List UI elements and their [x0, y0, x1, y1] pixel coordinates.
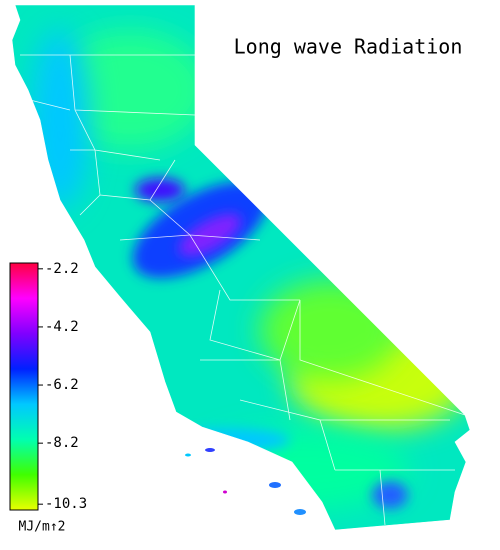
- colorbar-tick-label: -4.2: [45, 319, 79, 335]
- state-outline: [11, 4, 471, 531]
- colorbar-tick-label: -8.2: [45, 435, 79, 451]
- map-title: Long wave Radiation: [234, 35, 463, 59]
- colorbar: -2.2 -4.2 -6.2 -8.2 -10.3: [9, 261, 87, 512]
- colorbar-tick-label: -6.2: [45, 377, 79, 393]
- islands: [185, 448, 306, 515]
- colorbar-unit: MJ/m↑2: [19, 520, 66, 535]
- colorbar-tick-label: -10.3: [45, 496, 87, 512]
- colorbar-tick-label: -2.2: [45, 261, 79, 277]
- colorbar-ramp: [9, 262, 39, 511]
